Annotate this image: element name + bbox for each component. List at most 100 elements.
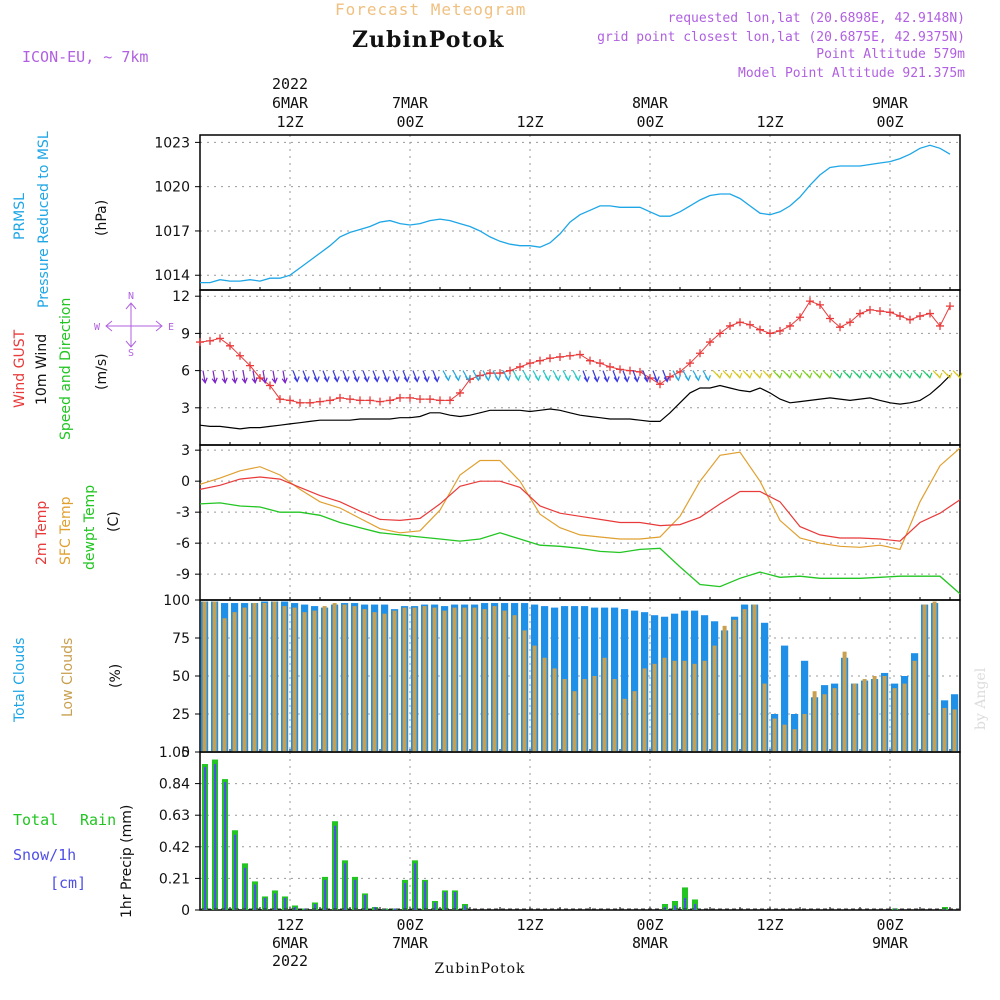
gust-point xyxy=(736,318,744,327)
wind-direction-arrow xyxy=(952,370,963,380)
wind-direction-arrow xyxy=(762,370,773,380)
snow-bar xyxy=(344,863,347,910)
low-cloud-bar xyxy=(902,683,907,752)
low-cloud-bar xyxy=(842,651,847,752)
bottom-time-label: 7MAR xyxy=(392,934,429,952)
low-cloud-bar xyxy=(232,612,237,752)
sfc-temp-line xyxy=(199,447,961,551)
low-cloud-bar xyxy=(652,663,657,752)
snow-bar xyxy=(294,906,297,910)
wind-direction-arrow xyxy=(342,370,350,383)
low-cloud-bar xyxy=(892,688,897,752)
compass-cross-icon xyxy=(105,302,163,348)
point-altitude: Point Altitude 579m xyxy=(816,47,965,62)
top-time-label: 9MAR xyxy=(872,94,909,112)
wind-panel: 3 6 9 12 xyxy=(172,289,963,446)
wind-direction-arrow xyxy=(582,370,590,383)
wind-direction-arrow xyxy=(312,370,320,383)
wind-label-10m: 10m Wind xyxy=(34,334,50,405)
cloud-label-low: Low Clouds xyxy=(60,638,76,717)
low-cloud-bar xyxy=(452,607,457,752)
low-cloud-bar xyxy=(582,679,587,752)
gust-point xyxy=(266,381,274,390)
low-cloud-bar xyxy=(622,698,627,752)
wind-direction-arrow xyxy=(382,370,390,383)
wind-direction-arrow xyxy=(902,370,913,380)
bottom-time-label: 9MAR xyxy=(872,934,909,952)
gust-point xyxy=(536,356,544,365)
low-cloud-bar xyxy=(292,607,297,752)
wind-direction-arrow xyxy=(942,370,953,380)
low-cloud-bar xyxy=(882,676,887,752)
wind-speed-line xyxy=(199,375,951,430)
temp-labels: 2m Temp SFC Temp dewpt Temp (C) xyxy=(34,485,122,570)
gust-point xyxy=(636,367,644,376)
low-cloud-bar xyxy=(932,601,937,752)
precip-ytick-label: 0.42 xyxy=(159,840,190,856)
snow-bar xyxy=(334,825,337,910)
wind-direction-arrow xyxy=(912,370,923,380)
wind-direction-arrow xyxy=(462,370,471,382)
wind-direction-arrow xyxy=(712,370,723,380)
gust-point xyxy=(896,312,904,321)
low-cloud-bar xyxy=(662,657,667,752)
snow-bar xyxy=(434,902,437,910)
gust-point xyxy=(416,395,424,404)
gust-point xyxy=(436,396,444,405)
temp-ytick-label: 0 xyxy=(181,474,190,490)
wind-direction-arrow xyxy=(522,370,531,382)
temp-ytick-label: -6 xyxy=(176,536,190,552)
gust-point xyxy=(386,396,394,405)
gust-point xyxy=(406,393,414,402)
chart-panels: 101410171020102336912-9-6-30302550751000… xyxy=(154,134,963,919)
low-cloud-bar xyxy=(632,691,637,752)
low-cloud-bar xyxy=(752,604,757,752)
closest-coords: grid point closest lon,lat (20.6875E, 42… xyxy=(597,30,965,45)
wind-direction-arrow xyxy=(592,370,600,383)
cloud-labels: Total Clouds Low Clouds (%) xyxy=(12,638,124,723)
gust-point xyxy=(456,388,464,397)
snow-bar xyxy=(234,834,237,910)
wind-ytick-label: 9 xyxy=(181,326,190,342)
top-time-label: 6MAR xyxy=(272,94,309,112)
low-cloud-bar xyxy=(772,718,777,752)
low-cloud-bar xyxy=(742,609,747,752)
wind-direction-arrow xyxy=(281,370,288,384)
low-cloud-bar xyxy=(382,613,387,752)
low-cloud-bar xyxy=(312,610,317,752)
bottom-time-label: 8MAR xyxy=(632,934,669,952)
gust-point xyxy=(796,313,804,322)
model-altitude: Model Point Altitude 921.375m xyxy=(738,66,965,81)
low-cloud-bar xyxy=(912,660,917,752)
precip-ytick-label: 0.84 xyxy=(159,777,190,793)
wind-direction-arrow xyxy=(432,370,440,383)
snow-bar xyxy=(254,884,257,910)
wind-ytick-label: 6 xyxy=(181,364,190,380)
wind-direction-arrow xyxy=(682,370,691,382)
wind-direction-arrow xyxy=(572,370,581,382)
low-cloud-bar xyxy=(412,607,417,752)
gust-point xyxy=(596,359,604,368)
wind-ytick-label: 3 xyxy=(181,401,190,417)
wind-direction-arrow xyxy=(402,370,410,383)
wind-direction-arrow xyxy=(502,370,511,382)
low-cloud-bar xyxy=(362,609,367,752)
gust-point xyxy=(566,351,574,360)
forecast-title: Forecast Meteogram xyxy=(335,0,526,19)
wind-direction-arrow xyxy=(362,370,370,383)
model-label: ICON-EU, ~ 7km xyxy=(22,48,148,66)
snow-bar xyxy=(464,905,467,910)
gust-point xyxy=(766,329,774,338)
wind-direction-arrow xyxy=(842,370,853,380)
wind-direction-arrow xyxy=(812,370,823,380)
wind-direction-arrow xyxy=(692,370,701,382)
gust-point xyxy=(396,393,404,402)
dewpoint-line xyxy=(199,502,961,595)
snow-bar xyxy=(204,767,207,910)
gust-point xyxy=(616,365,624,374)
gust-point xyxy=(656,380,664,389)
pressure-ytick-label: 1014 xyxy=(154,268,190,284)
gust-line xyxy=(199,300,951,404)
wind-direction-arrow xyxy=(932,370,943,380)
wind-direction-arrow xyxy=(882,370,893,380)
